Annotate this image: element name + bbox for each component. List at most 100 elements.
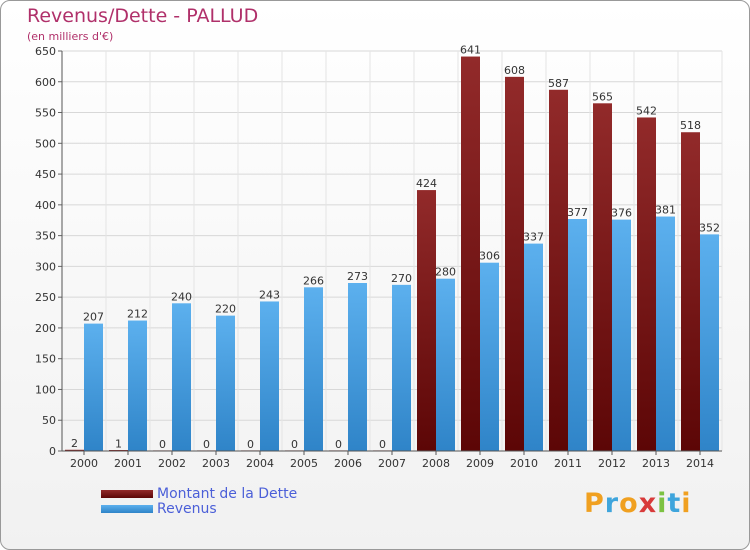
value-label-dette: 1 [115, 437, 122, 450]
value-label-revenus: 243 [259, 288, 280, 301]
bar-revenus [172, 303, 191, 451]
legend-label-dette: Montant de la Dette [157, 486, 298, 502]
value-label-revenus: 352 [699, 221, 720, 234]
x-tick-label: 2005 [290, 457, 318, 470]
bar-revenus [436, 278, 455, 451]
x-tick-label: 2003 [202, 457, 230, 470]
y-tick-label: 500 [35, 137, 56, 150]
bar-revenus [260, 301, 279, 451]
value-label-dette: 0 [379, 438, 386, 451]
value-label-dette: 2 [71, 437, 78, 450]
logo-letter: P [584, 488, 605, 519]
legend-label-revenus: Revenus [157, 501, 217, 517]
value-label-revenus: 376 [611, 207, 632, 220]
y-tick-label: 250 [35, 291, 56, 304]
value-label-dette: 0 [247, 438, 254, 451]
value-label-dette: 587 [548, 77, 569, 90]
bar-revenus [84, 323, 103, 451]
logo-letter: i [657, 488, 668, 519]
x-tick-label: 2007 [378, 457, 406, 470]
bar-revenus [524, 243, 543, 451]
value-label-dette: 641 [460, 44, 481, 57]
y-tick-label: 450 [35, 168, 56, 181]
bar-revenus [392, 284, 411, 451]
x-tick-label: 2006 [334, 457, 362, 470]
value-label-revenus: 212 [127, 308, 148, 321]
x-tick-label: 2012 [598, 457, 626, 470]
x-tick-label: 2014 [686, 457, 714, 470]
x-tick-label: 2002 [158, 457, 186, 470]
y-tick-label: 50 [42, 414, 56, 427]
value-label-revenus: 306 [479, 250, 500, 263]
bar-dette [593, 103, 612, 452]
value-label-revenus: 273 [347, 270, 368, 283]
legend-swatch-revenus [101, 505, 153, 513]
y-tick-label: 200 [35, 322, 56, 335]
x-tick-label: 2009 [466, 457, 494, 470]
y-tick-label: 550 [35, 107, 56, 120]
bar-revenus [656, 216, 675, 451]
x-tick-label: 2004 [246, 457, 274, 470]
logo-letter: x [638, 488, 658, 519]
value-label-revenus: 207 [83, 311, 104, 324]
value-label-dette: 424 [416, 177, 437, 190]
y-tick-label: 650 [35, 45, 56, 58]
bar-chart: 050100150200250300350400450500550600650 … [35, 44, 723, 470]
value-label-dette: 0 [291, 438, 298, 451]
logo-letter: r [604, 488, 620, 519]
bar-dette [65, 449, 84, 451]
chart-title: Revenus/Dette - PALLUD [27, 5, 259, 27]
value-label-revenus: 377 [567, 206, 588, 219]
y-tick-label: 0 [49, 445, 56, 458]
x-tick-label: 2000 [70, 457, 98, 470]
x-tick-label: 2013 [642, 457, 670, 470]
x-axis: 2000 2001 2002 2003 2004 2005 2006 2007 2008 2009… [62, 450, 722, 470]
x-tick-label: 2008 [422, 457, 450, 470]
bar-dette [505, 76, 524, 451]
proxiti-logo: Proxiti [584, 488, 692, 519]
value-labels: 2 207 1 212 0 240 0 220 0 243 0 266 0 273 0 270 424 280 64… [71, 44, 720, 451]
value-label-dette: 542 [636, 104, 657, 117]
value-label-dette: 518 [680, 119, 701, 132]
logo-letter: t [667, 488, 682, 519]
y-tick-label: 400 [35, 199, 56, 212]
value-label-dette: 565 [592, 90, 613, 103]
bar-revenus [216, 315, 235, 451]
bar-revenus [304, 287, 323, 451]
value-label-revenus: 220 [215, 303, 236, 316]
bar-revenus [128, 320, 147, 451]
value-label-revenus: 240 [171, 290, 192, 303]
bar-dette [549, 89, 568, 452]
y-tick-label: 600 [35, 76, 56, 89]
bars [65, 56, 719, 452]
y-tick-label: 100 [35, 383, 56, 396]
value-label-dette: 0 [203, 438, 210, 451]
x-tick-label: 2010 [510, 457, 538, 470]
bar-dette [637, 117, 656, 451]
bar-dette [417, 190, 436, 452]
bar-revenus [612, 219, 631, 451]
bar-revenus [348, 283, 367, 451]
bar-dette [461, 56, 480, 452]
bar-dette [681, 132, 700, 451]
bar-revenus [480, 262, 499, 451]
value-label-revenus: 270 [391, 272, 412, 285]
logo-letter: i [681, 488, 692, 519]
y-tick-label: 350 [35, 230, 56, 243]
value-label-dette: 0 [159, 438, 166, 451]
y-axis: 0 50 100 150 200 250 300 350 400 450 500 550 600 650 [35, 45, 63, 458]
value-label-dette: 0 [335, 438, 342, 451]
value-label-revenus: 381 [655, 204, 676, 217]
x-tick-label: 2011 [554, 457, 582, 470]
chart-subtitle: (en milliers d'€) [27, 30, 114, 43]
x-tick-label: 2001 [114, 457, 142, 470]
y-tick-label: 150 [35, 353, 56, 366]
value-label-revenus: 280 [435, 266, 456, 279]
value-label-revenus: 337 [523, 231, 544, 244]
legend-swatch-dette [101, 490, 153, 498]
bar-revenus [700, 234, 719, 451]
y-tick-label: 300 [35, 260, 56, 273]
bar-revenus [568, 219, 587, 451]
logo-letter: o [619, 488, 639, 519]
